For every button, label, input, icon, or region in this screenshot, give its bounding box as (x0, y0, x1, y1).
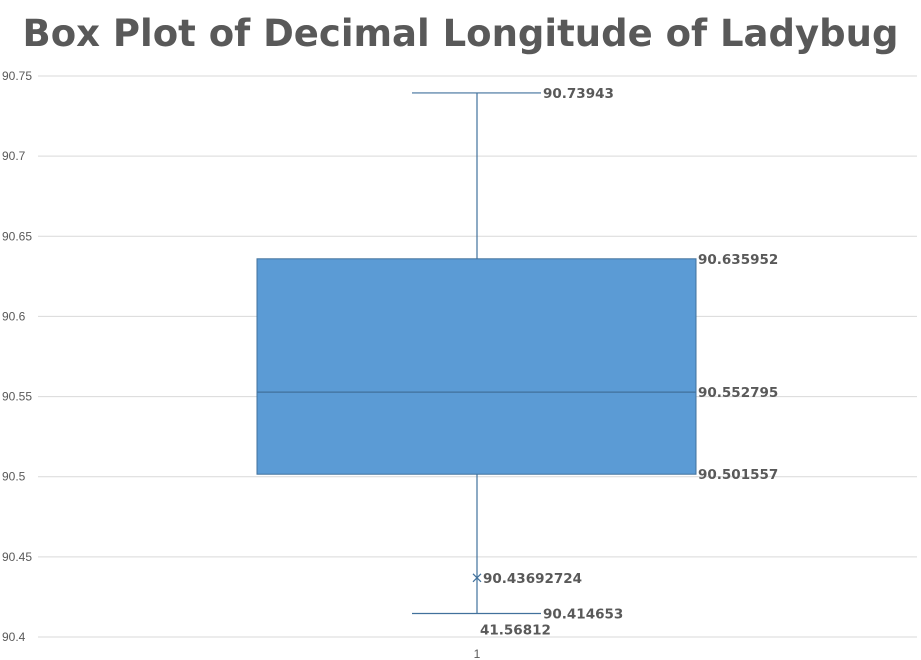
data-labels: 90.73943 90.635952 90.552795 90.501557 90.43… (480, 86, 778, 639)
y-tick-label: 90.7 (2, 149, 26, 163)
min-label: 90.414653 (543, 607, 623, 623)
max-label: 90.73943 (543, 86, 614, 102)
y-tick-label: 90.6 (2, 309, 26, 323)
y-tick-label: 90.65 (2, 229, 32, 243)
q3-label: 90.635952 (698, 252, 778, 268)
chart-title: Box Plot of Decimal Longitude of Ladybug (22, 12, 899, 55)
mean-label: 90.43692724 (483, 571, 582, 587)
x-tick-label: 1 (474, 647, 481, 660)
median-label: 90.552795 (698, 385, 778, 401)
extra-label: 41.56812 (480, 623, 551, 639)
x-axis-tick-labels: 1 (474, 647, 481, 660)
y-tick-label: 90.75 (2, 69, 32, 83)
mean-marker (472, 573, 482, 583)
y-axis-tick-labels: 90.4 90.45 90.5 90.55 90.6 90.65 90.7 90.75 (2, 69, 32, 644)
y-tick-label: 90.5 (2, 470, 26, 484)
q1-label: 90.501557 (698, 467, 778, 483)
y-tick-label: 90.4 (2, 630, 26, 644)
box-plot-marks (256, 92, 697, 615)
y-tick-label: 90.55 (2, 390, 32, 404)
y-tick-label: 90.45 (2, 550, 32, 564)
mean-marker-stroke (472, 573, 482, 583)
iqr-box (256, 258, 697, 475)
